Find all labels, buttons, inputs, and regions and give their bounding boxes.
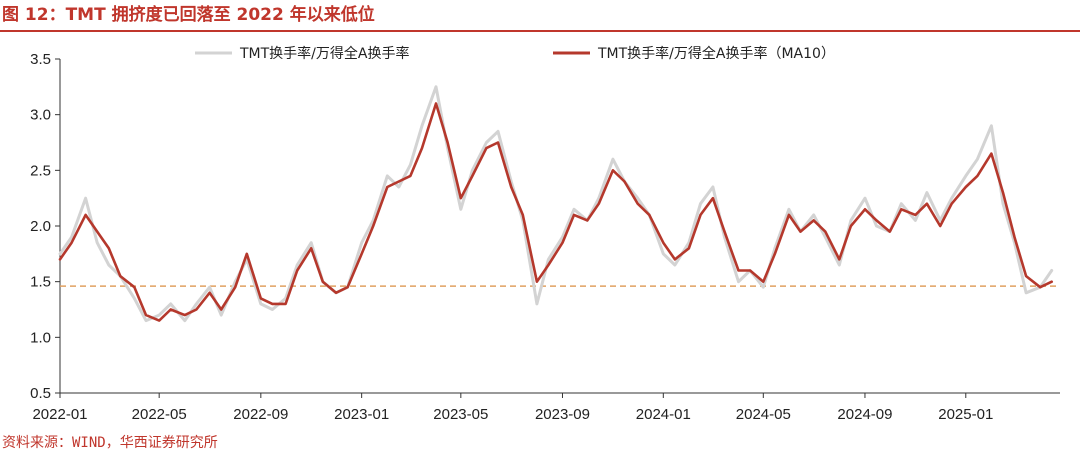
axes: 0.5 1.0 1.5 2.0 2.5 3.0 3.5 2022-01 2022-05 2022-… (30, 51, 1060, 423)
y-tick-label: 1.5 (30, 274, 51, 291)
title-rule (0, 30, 1080, 32)
y-tick-label: 3.0 (30, 107, 51, 124)
x-tick-label: 2025-01 (938, 406, 993, 423)
series-line-2 (58, 102, 1053, 322)
source-note: 资料来源：WIND，华西证券研究所 (2, 435, 218, 451)
series-group (58, 85, 1054, 323)
legend-label-2: TMT换手率/万得全A换手率（MA10） (597, 45, 835, 62)
x-tick-label: 2023-01 (334, 406, 389, 423)
y-tick-label: 2.0 (30, 218, 51, 235)
x-tick-label: 2023-05 (433, 406, 488, 423)
y-tick-label: 3.5 (30, 51, 51, 68)
legend-label-1: TMT换手率/万得全A换手率 (239, 45, 409, 62)
legend: TMT换手率/万得全A换手率 TMT换手率/万得全A换手率（MA10） (195, 45, 835, 62)
line-chart: 0.5 1.0 1.5 2.0 2.5 3.0 3.5 2022-01 2022-05 2022-… (30, 45, 1060, 423)
x-tick-label: 2024-01 (636, 406, 691, 423)
y-tick-label: 1.0 (30, 329, 51, 346)
y-tick-label: 2.5 (30, 162, 51, 179)
x-tick-label: 2024-09 (837, 406, 892, 423)
x-tick-label: 2024-05 (736, 406, 791, 423)
x-tick-label: 2022-01 (32, 406, 87, 423)
x-tick-label: 2022-09 (233, 406, 288, 423)
chart-title: 图 12：TMT 拥挤度已回落至 2022 年以来低位 (2, 5, 375, 25)
x-tick-label: 2023-09 (535, 406, 590, 423)
x-tick-label: 2022-05 (132, 406, 187, 423)
y-tick-label: 0.5 (30, 385, 51, 402)
